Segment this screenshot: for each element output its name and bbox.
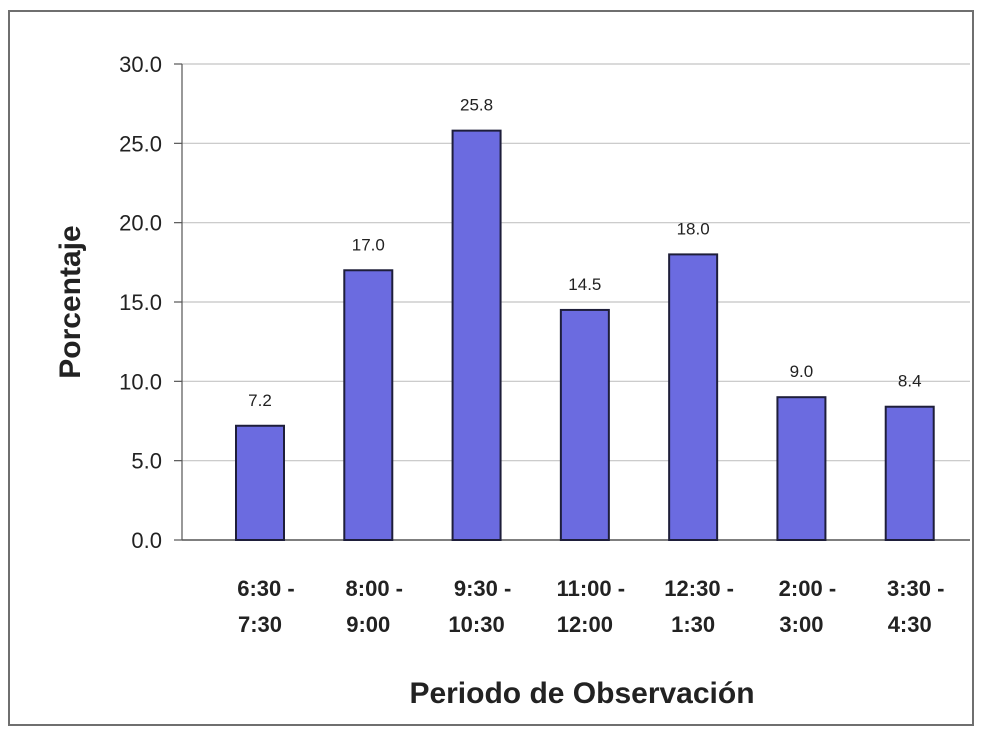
x-category-label: 3:00 (779, 612, 823, 637)
y-tick-label: 30.0 (119, 52, 162, 77)
x-category-label: 9:30 - (454, 576, 511, 601)
x-category-label: 7:30 (238, 612, 282, 637)
bar (559, 308, 610, 541)
x-category-label: 1:30 (671, 612, 715, 637)
bar-value-label: 14.5 (568, 275, 601, 294)
x-category-label: 9:00 (346, 612, 390, 637)
y-axis-title: Porcentaje (54, 225, 87, 378)
bar (343, 269, 394, 541)
bar (884, 405, 935, 541)
y-tick-label: 15.0 (119, 290, 162, 315)
x-category-label: 4:30 (888, 612, 932, 637)
y-tick-label: 0.0 (131, 528, 162, 553)
x-category-label: 6:30 - (237, 576, 294, 601)
x-category-label: 2:00 - (779, 576, 836, 601)
x-category-label: 3:30 - (887, 576, 944, 601)
x-category-label: 12:30 - (664, 576, 734, 601)
bar-value-label: 9.0 (790, 362, 814, 381)
bar (668, 253, 719, 541)
data-labels: 7.2 17.0 25.8 14.5 18.0 9.0 8.4 (248, 96, 921, 410)
y-tick-label: 20.0 (119, 211, 162, 236)
bar-value-label: 7.2 (248, 391, 272, 410)
y-tick-label: 25.0 (119, 131, 162, 156)
bar-value-label: 8.4 (898, 372, 922, 391)
x-category-labels: 6:30 - 7:30 8:00 - 9:00 9:30 - 10:30 11:00 - 12… (237, 576, 944, 637)
x-axis-title: Periodo de Observación (409, 677, 754, 710)
x-category-label: 12:00 (557, 612, 613, 637)
bar-value-label: 17.0 (352, 235, 385, 254)
bar (776, 396, 827, 542)
bars (235, 129, 935, 542)
y-tick-label: 10.0 (119, 369, 162, 394)
bar (235, 424, 285, 542)
x-category-label: 11:00 - (557, 576, 626, 601)
x-category-label: 8:00 - (346, 576, 403, 601)
x-category-label: 10:30 (448, 612, 504, 637)
bar-value-label: 25.8 (460, 96, 493, 115)
bar (451, 129, 502, 541)
bar-value-label: 18.0 (677, 219, 710, 238)
gridlines (182, 63, 970, 462)
y-tick-labels: 0.0 5.0 10.0 15.0 20.0 25.0 30.0 (119, 52, 162, 553)
y-tick-label: 5.0 (131, 449, 162, 474)
